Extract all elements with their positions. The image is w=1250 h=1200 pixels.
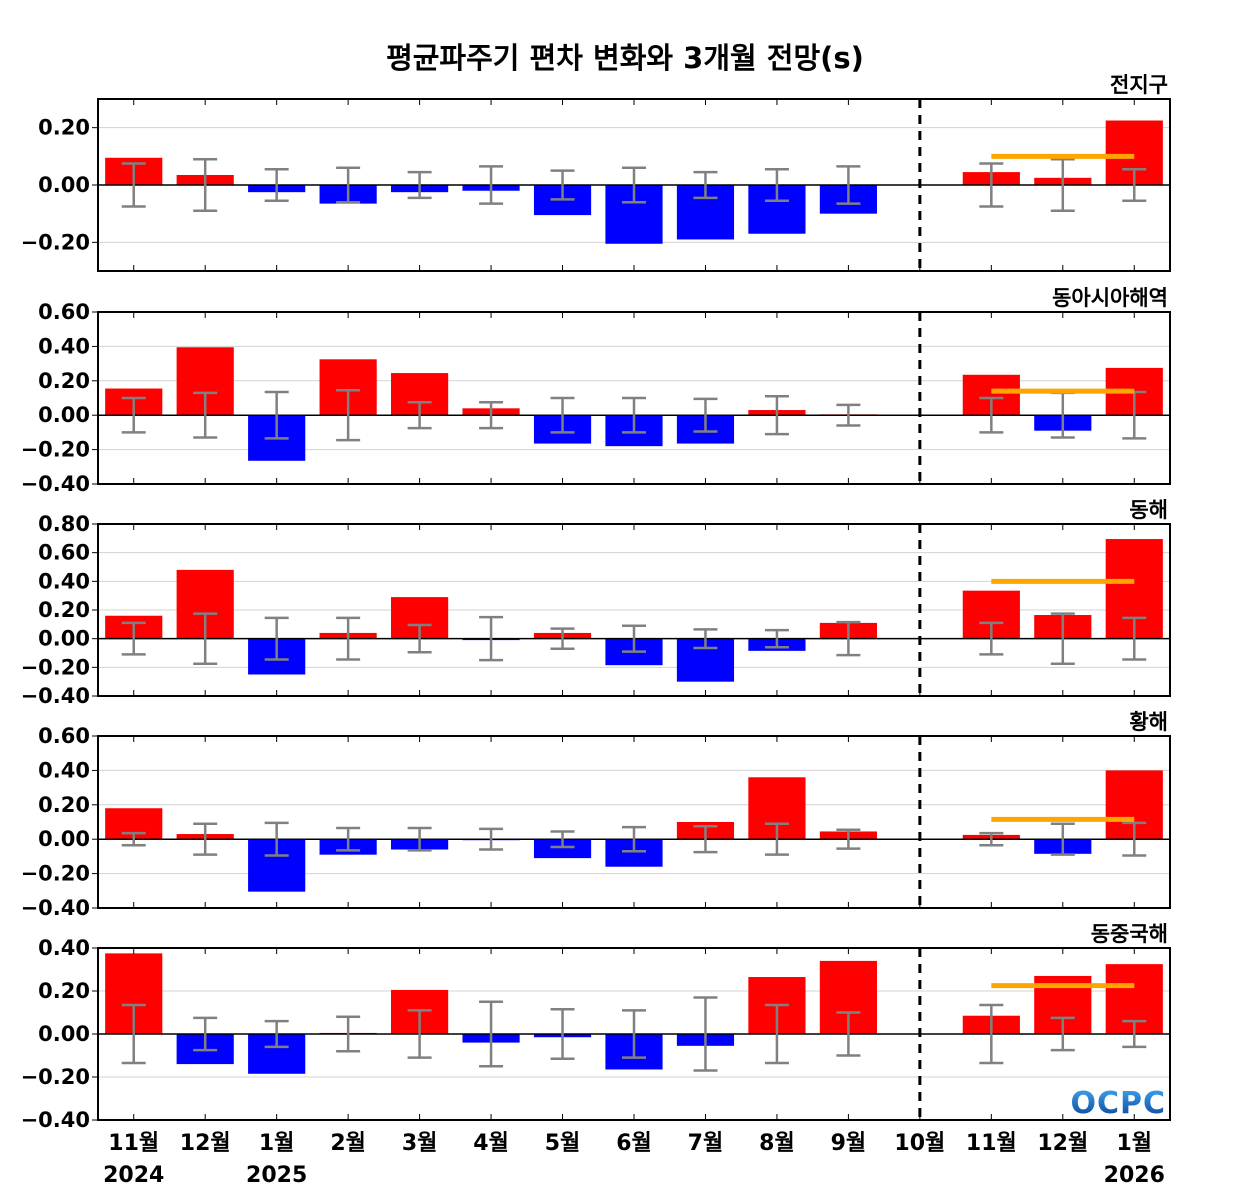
x-year-label: 2024 (103, 1163, 164, 1188)
panel-4: −0.40 −0.20 0.00 0.20 0.40 0.60 황해 (21, 710, 1171, 920)
x-tick-label: 12월 (180, 1131, 231, 1156)
y-tick-label: 0.00 (38, 1022, 90, 1046)
panel-1: −0.20 0.00 0.20 전지구 (21, 73, 1171, 272)
y-tick-label: 0.60 (38, 724, 90, 748)
x-year-label: 2025 (246, 1163, 307, 1188)
x-tick-label: 5월 (545, 1131, 581, 1156)
panel-frame (97, 523, 1171, 697)
panel-frame (97, 311, 1171, 485)
panel-title: 동중국해 (1091, 922, 1168, 946)
panel-3: −0.40 −0.20 0.00 0.20 0.40 0.60 0.80 동해 (21, 498, 1171, 708)
y-tick-label: −0.40 (21, 472, 90, 496)
panel-title: 황해 (1129, 710, 1168, 734)
y-tick-label: −0.40 (21, 684, 90, 708)
y-tick-label: −0.20 (21, 655, 90, 679)
y-tick-label: −0.40 (21, 1108, 90, 1132)
y-tick-label: 0.60 (38, 300, 90, 324)
y-tick-label: 0.60 (38, 541, 90, 565)
x-year-label: 2026 (1104, 1163, 1165, 1188)
x-tick-label: 6월 (616, 1131, 652, 1156)
y-tick-label: −0.20 (21, 230, 90, 254)
ocpc-logo: OCPC (1070, 1086, 1166, 1121)
y-tick-label: −0.40 (21, 896, 90, 920)
bar (533, 839, 592, 859)
y-tick-label: 0.40 (38, 334, 90, 358)
x-tick-label: 12월 (1037, 1131, 1088, 1156)
x-tick-label: 3월 (402, 1131, 438, 1156)
panel-2: −0.40 −0.20 0.00 0.20 0.40 0.60 동아시아해역 (21, 286, 1171, 496)
panel-frame (97, 735, 1171, 909)
x-tick-label: 11월 (108, 1131, 159, 1156)
x-tick-label: 11월 (966, 1131, 1017, 1156)
y-tick-label: −0.20 (21, 1065, 90, 1089)
chart-panels: −0.20 0.00 0.20 전지구 −0.40 −0.20 0.00 0.20 0.40 0.… (21, 73, 1171, 1132)
y-tick-label: 0.80 (38, 512, 90, 536)
x-tick-label: 4월 (473, 1131, 509, 1156)
chart-title: 평균파주기 편차 변화와 3개월 전망(s) (386, 41, 864, 75)
y-tick-label: 0.00 (38, 827, 90, 851)
x-tick-label: 7월 (688, 1131, 724, 1156)
panel-title: 전지구 (1110, 73, 1168, 97)
x-tick-label: 2월 (330, 1131, 366, 1156)
x-tick-label: 9월 (831, 1131, 867, 1156)
panel-frame (97, 98, 1171, 272)
y-tick-label: 0.20 (38, 116, 90, 140)
y-tick-label: 0.20 (38, 793, 90, 817)
panel-frame (97, 947, 1171, 1121)
x-tick-label: 1월 (1116, 1131, 1152, 1156)
y-tick-label: 0.40 (38, 936, 90, 960)
y-tick-label: −0.20 (21, 862, 90, 886)
y-tick-label: 0.20 (38, 369, 90, 393)
y-tick-label: 0.40 (38, 758, 90, 782)
x-axis: 11월 12월 1월 2월 3월 4월 5월 6월 7월 8월 9월 10월 11월 12월 1월 2024 2… (103, 1131, 1165, 1188)
panel-title: 동해 (1129, 498, 1168, 522)
y-tick-label: 0.00 (38, 627, 90, 651)
logo-text: OCPC (1070, 1086, 1166, 1121)
y-tick-label: 0.40 (38, 569, 90, 593)
panel-title: 동아시아해역 (1052, 286, 1168, 310)
y-tick-label: −0.20 (21, 438, 90, 462)
x-tick-label: 8월 (759, 1131, 795, 1156)
y-tick-label: 0.20 (38, 979, 90, 1003)
x-tick-label: 1월 (259, 1131, 295, 1156)
y-tick-label: 0.00 (38, 173, 90, 197)
y-tick-label: 0.00 (38, 403, 90, 427)
panel-5: −0.40 −0.20 0.00 0.20 0.40 동중국해 (21, 922, 1171, 1132)
x-tick-label: 10월 (894, 1131, 945, 1156)
y-tick-label: 0.20 (38, 598, 90, 622)
